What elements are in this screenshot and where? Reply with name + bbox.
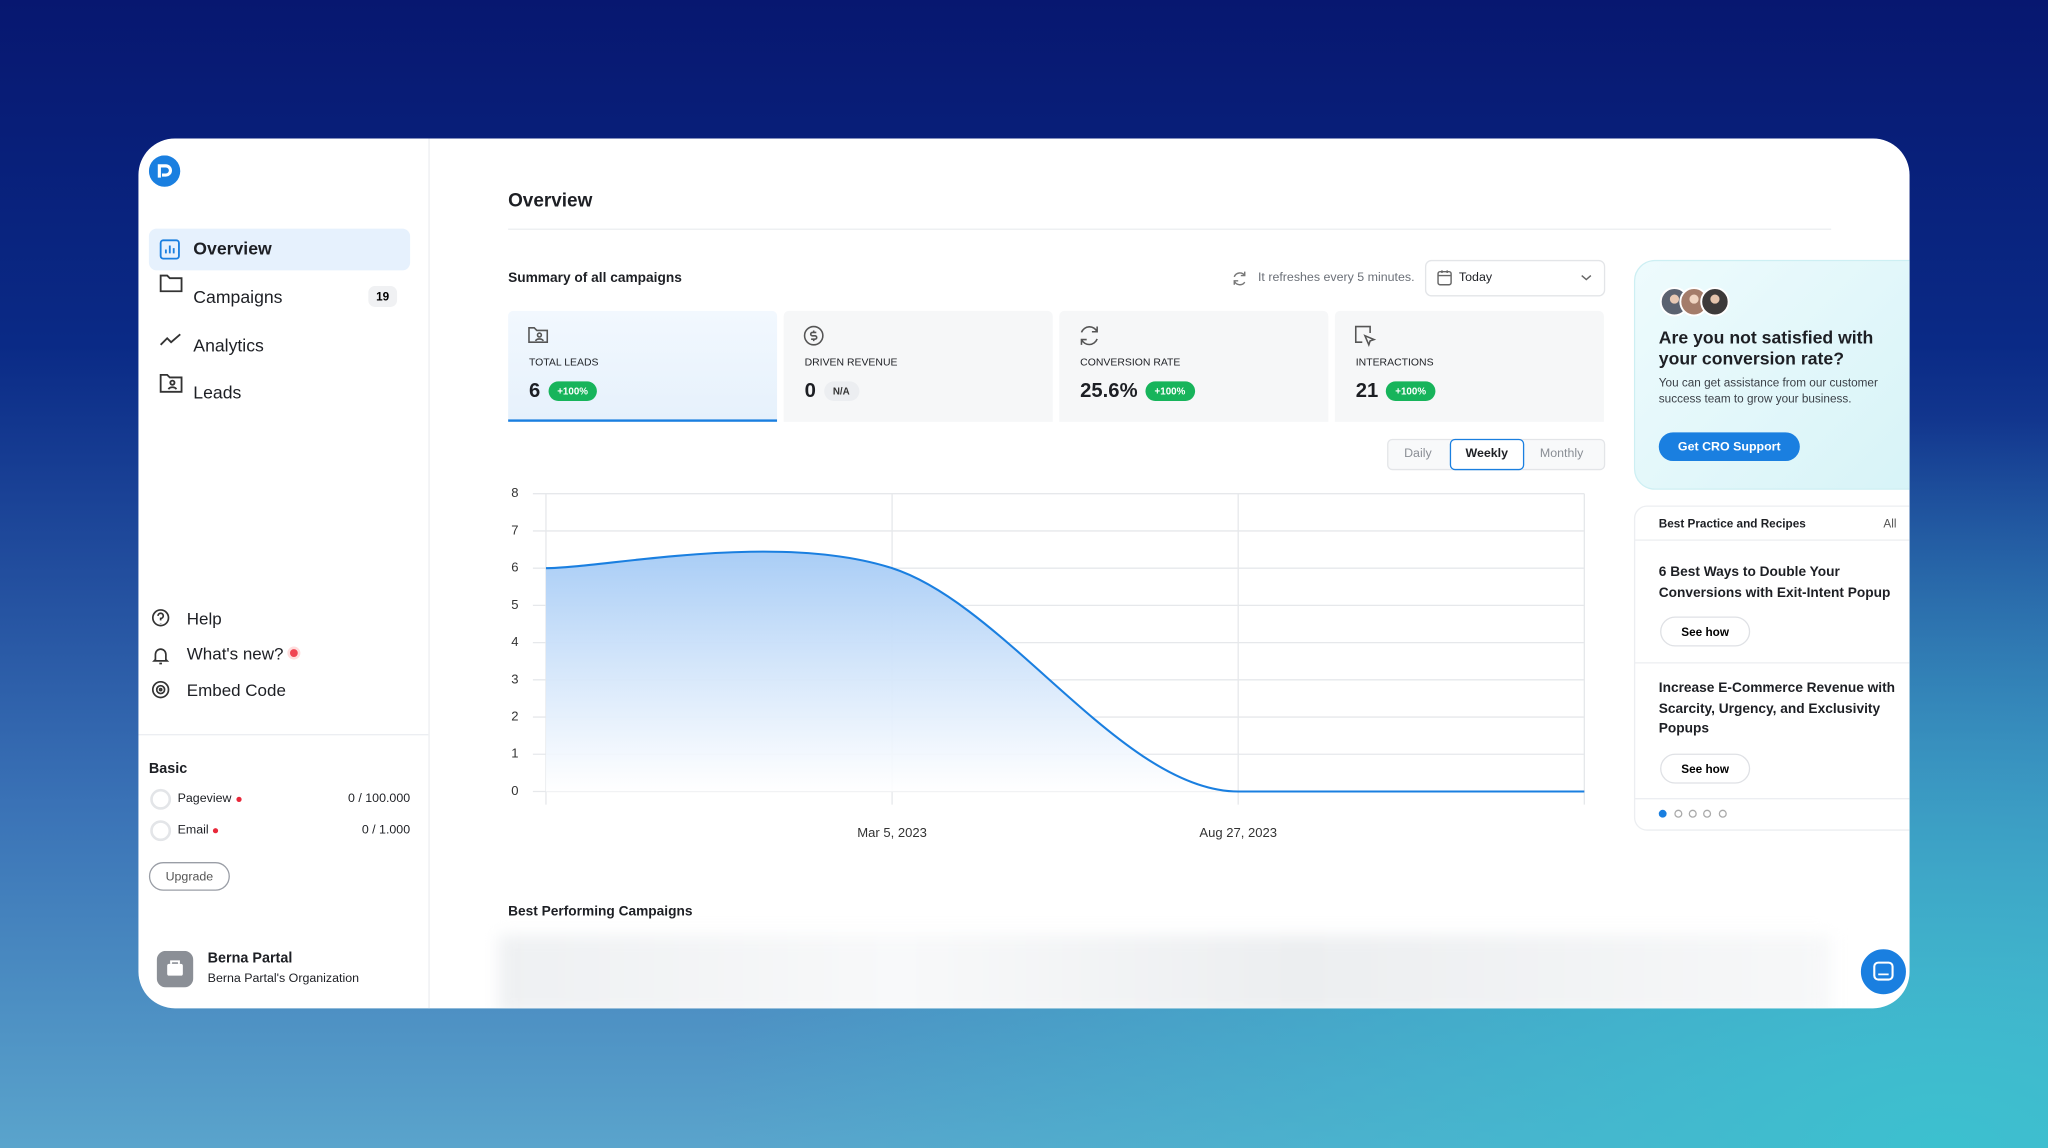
dropdown-icons bbox=[1437, 270, 1592, 286]
divider bbox=[1633, 539, 1910, 541]
usage-label: Email bbox=[177, 822, 209, 838]
stat-card[interactable] bbox=[783, 310, 1053, 422]
user-avatar bbox=[156, 950, 194, 988]
team-avatars bbox=[1659, 287, 1730, 317]
range-label: Today bbox=[1458, 270, 1493, 285]
sidebar-link[interactable]: Embed Code bbox=[186, 680, 286, 701]
divider bbox=[1633, 662, 1910, 664]
x-tick-label: Aug 27, 2023 bbox=[1199, 825, 1277, 840]
link-icons bbox=[151, 609, 170, 699]
change-badge: +100% bbox=[548, 381, 598, 401]
card-value: 0 bbox=[804, 380, 816, 403]
upgrade-button[interactable]: Upgrade bbox=[148, 862, 230, 891]
card-icon bbox=[802, 324, 828, 350]
section-title: Best Performing Campaigns bbox=[508, 903, 693, 920]
nav-active-bg bbox=[148, 228, 411, 271]
user-name: Berna Partal bbox=[207, 950, 293, 967]
period-option[interactable]: Daily bbox=[1404, 446, 1432, 462]
usage-ring bbox=[150, 788, 172, 810]
card-label: CONVERSION RATE bbox=[1080, 356, 1181, 369]
sidebar-link[interactable]: Help bbox=[186, 608, 222, 629]
y-tick-label: 4 bbox=[511, 634, 518, 649]
section-title: Summary of all campaigns bbox=[508, 270, 682, 287]
sidebar-border bbox=[428, 138, 430, 1009]
recipe-title: 6 Best Ways to Double Your Conversions w… bbox=[1658, 564, 1891, 601]
change-badge: N/A bbox=[823, 381, 859, 401]
y-tick-label: 8 bbox=[511, 485, 518, 500]
card-value: 25.6% bbox=[1080, 380, 1138, 403]
period-option[interactable]: Monthly bbox=[1539, 446, 1584, 462]
usage-value: 0 / 1.000 bbox=[361, 822, 411, 838]
card-label: INTERACTIONS bbox=[1355, 356, 1434, 369]
y-tick-label: 6 bbox=[511, 560, 518, 575]
period-active bbox=[1449, 438, 1525, 471]
card-icon bbox=[1353, 324, 1379, 350]
promo-title: Are you not satisfied with your conversi… bbox=[1658, 327, 1874, 369]
carousel-dots[interactable] bbox=[1656, 806, 1734, 822]
change-badge: +100% bbox=[1386, 381, 1436, 401]
card-label: TOTAL LEADS bbox=[528, 356, 599, 369]
see-how-button[interactable]: See how bbox=[1660, 753, 1751, 784]
change-badge: +100% bbox=[1145, 381, 1195, 401]
divider bbox=[1633, 798, 1910, 800]
divider bbox=[508, 228, 1832, 230]
usage-value: 0 / 100.000 bbox=[348, 791, 411, 806]
y-tick-label: 3 bbox=[511, 671, 518, 686]
card-icon bbox=[526, 324, 552, 350]
see-how-button[interactable]: See how bbox=[1660, 616, 1751, 647]
divider bbox=[138, 734, 429, 736]
nav-item[interactable]: Analytics bbox=[193, 335, 264, 356]
y-tick-label: 2 bbox=[511, 709, 518, 724]
nav-item[interactable]: Campaigns bbox=[193, 287, 283, 307]
nav-item[interactable]: Overview bbox=[193, 239, 272, 259]
y-tick-label: 5 bbox=[511, 597, 518, 612]
nav-item[interactable]: Leads bbox=[193, 382, 242, 403]
blurred-table bbox=[498, 935, 1832, 1009]
card-label: DRIVEN REVENUE bbox=[804, 356, 898, 369]
promo-text: You can get assistance from our customer… bbox=[1658, 376, 1878, 405]
card-value: 6 bbox=[528, 380, 541, 403]
range-dropdown[interactable] bbox=[1424, 259, 1606, 297]
logo bbox=[148, 155, 181, 187]
sidebar-link[interactable]: What's new? bbox=[186, 643, 284, 664]
refresh-note: It refreshes every 5 minutes. bbox=[1257, 270, 1415, 285]
recipe-title: Increase E-Commerce Revenue with Scarcit… bbox=[1658, 680, 1896, 737]
usage-dot bbox=[212, 828, 219, 834]
user-org: Berna Partal's Organization bbox=[207, 971, 360, 987]
x-tick-label: Mar 5, 2023 bbox=[857, 825, 927, 840]
card-icon bbox=[1078, 324, 1104, 350]
stat-card[interactable] bbox=[1334, 310, 1604, 422]
nav-badge: 19 bbox=[368, 286, 398, 307]
period-option[interactable]: Weekly bbox=[1465, 446, 1509, 462]
stat-card[interactable] bbox=[1059, 310, 1329, 422]
card-value: 21 bbox=[1355, 380, 1379, 403]
nav-icons bbox=[159, 239, 183, 393]
new-dot bbox=[289, 649, 298, 657]
refresh-icon bbox=[1233, 271, 1246, 286]
stat-card[interactable] bbox=[508, 310, 778, 422]
page-title: Overview bbox=[508, 190, 593, 212]
y-tick-label: 7 bbox=[511, 522, 518, 537]
y-tick-label: 0 bbox=[511, 783, 518, 798]
area-fill bbox=[545, 551, 1585, 792]
line bbox=[545, 550, 1585, 793]
usage-ring bbox=[150, 820, 172, 842]
usage-label: Pageview bbox=[177, 791, 232, 806]
chat-bubble[interactable] bbox=[1858, 947, 1910, 999]
recipes-all[interactable]: All bbox=[1883, 517, 1897, 531]
plan-name: Basic bbox=[148, 761, 188, 778]
recipes-title: Best Practice and Recipes bbox=[1658, 517, 1806, 531]
cro-button[interactable]: Get CRO Support bbox=[1658, 432, 1800, 462]
recipes-card bbox=[1633, 505, 1910, 831]
usage-dot bbox=[236, 796, 242, 802]
y-tick-label: 1 bbox=[511, 746, 518, 761]
app-window: Overview Campaigns 19 Analytics Leads He… bbox=[138, 138, 1910, 1009]
